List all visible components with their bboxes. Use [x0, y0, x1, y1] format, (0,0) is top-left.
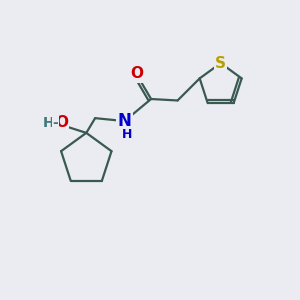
- Text: S: S: [215, 56, 226, 70]
- Text: H: H: [43, 116, 54, 130]
- Text: H: H: [122, 128, 133, 141]
- Text: O: O: [130, 67, 143, 82]
- Text: N: N: [118, 112, 131, 130]
- Text: -: -: [52, 116, 58, 130]
- Text: O: O: [56, 115, 69, 130]
